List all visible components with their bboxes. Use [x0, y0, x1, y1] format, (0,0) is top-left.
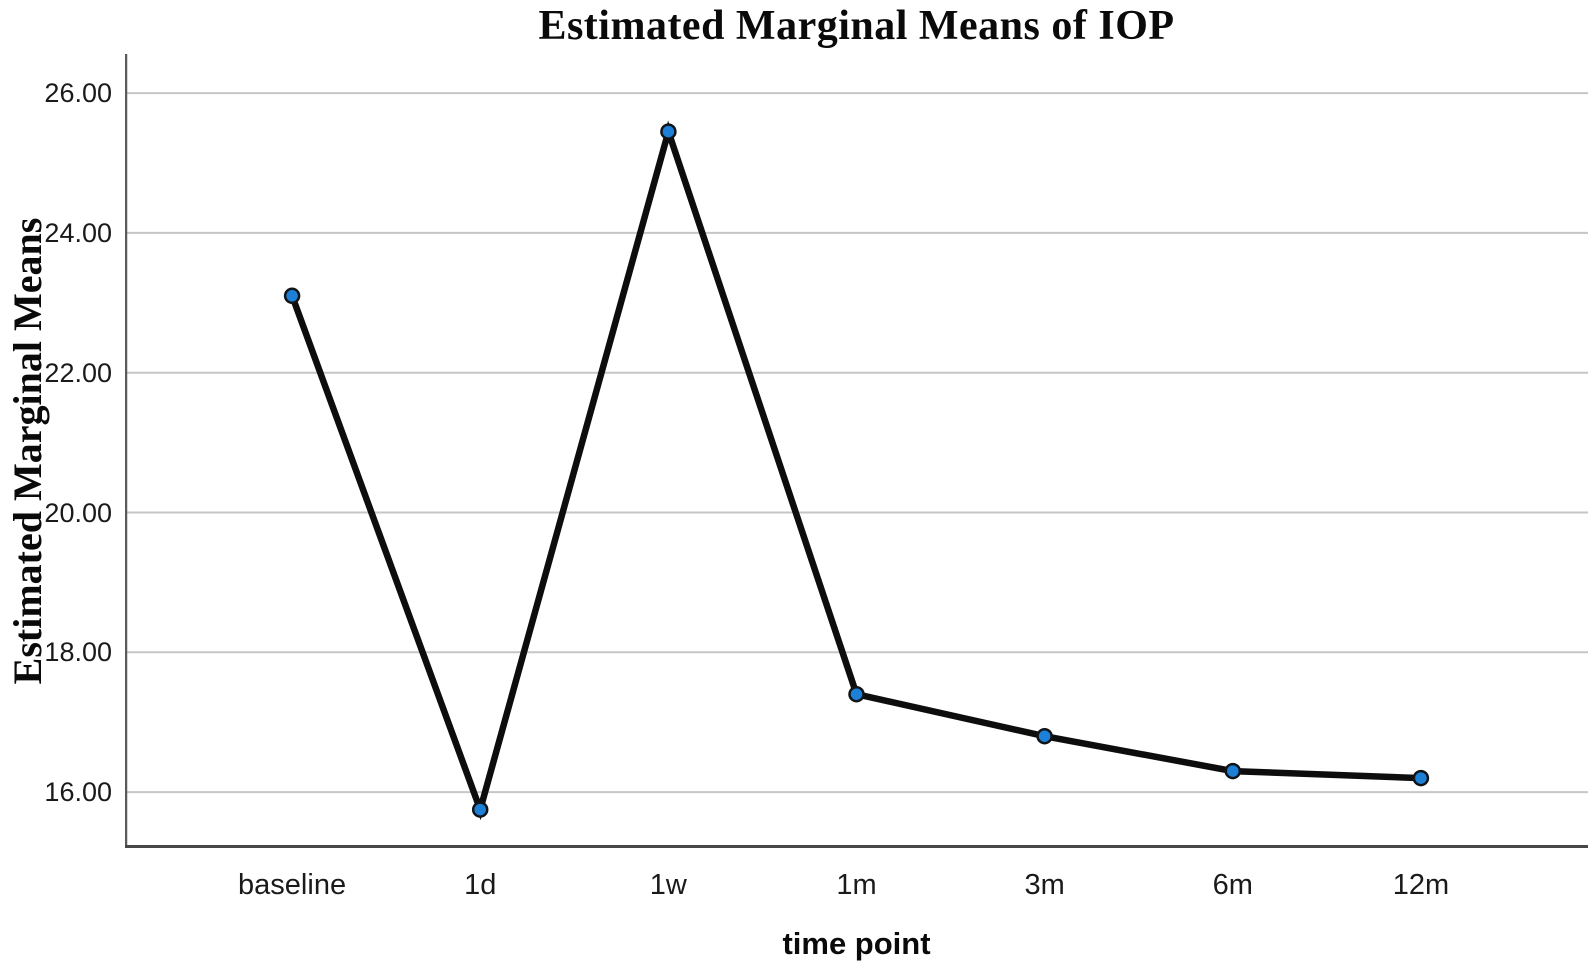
x-tick-label: 1w: [649, 869, 687, 901]
y-tick-label: 18.00: [44, 637, 112, 668]
x-axis-tick-labels: baseline 1d 1w 1m 3m 6m 12m: [125, 868, 1588, 908]
data-point-marker: [471, 801, 489, 818]
data-point-marker: [1412, 769, 1430, 787]
plot-canvas: [125, 54, 1588, 848]
y-tick-label: 26.00: [44, 78, 112, 109]
x-axis-title: time point: [782, 926, 931, 961]
y-tick-label: 16.00: [44, 777, 112, 808]
y-axis-tick-labels: 26.00 24.00 22.00 20.00 18.00 16.00: [0, 54, 114, 848]
data-point-marker: [660, 123, 677, 140]
x-tick-label: baseline: [238, 869, 347, 901]
data-point-marker: [1224, 762, 1242, 780]
x-tick-label: 12m: [1392, 869, 1450, 901]
data-point-marker: [283, 287, 301, 305]
x-tick-label: 1m: [836, 869, 877, 901]
data-point-marker: [848, 685, 865, 703]
chart-title: Estimated Marginal Means of IOP: [538, 3, 1175, 49]
x-tick-label: 6m: [1212, 869, 1253, 901]
y-tick-label: 22.00: [44, 357, 112, 388]
x-tick-label: 3m: [1024, 869, 1065, 901]
y-tick-label: 24.00: [44, 217, 112, 248]
plot-area: [125, 54, 1588, 848]
data-point-marker: [1036, 727, 1053, 745]
x-tick-label: 1d: [464, 869, 497, 901]
y-tick-label: 20.00: [44, 497, 112, 528]
